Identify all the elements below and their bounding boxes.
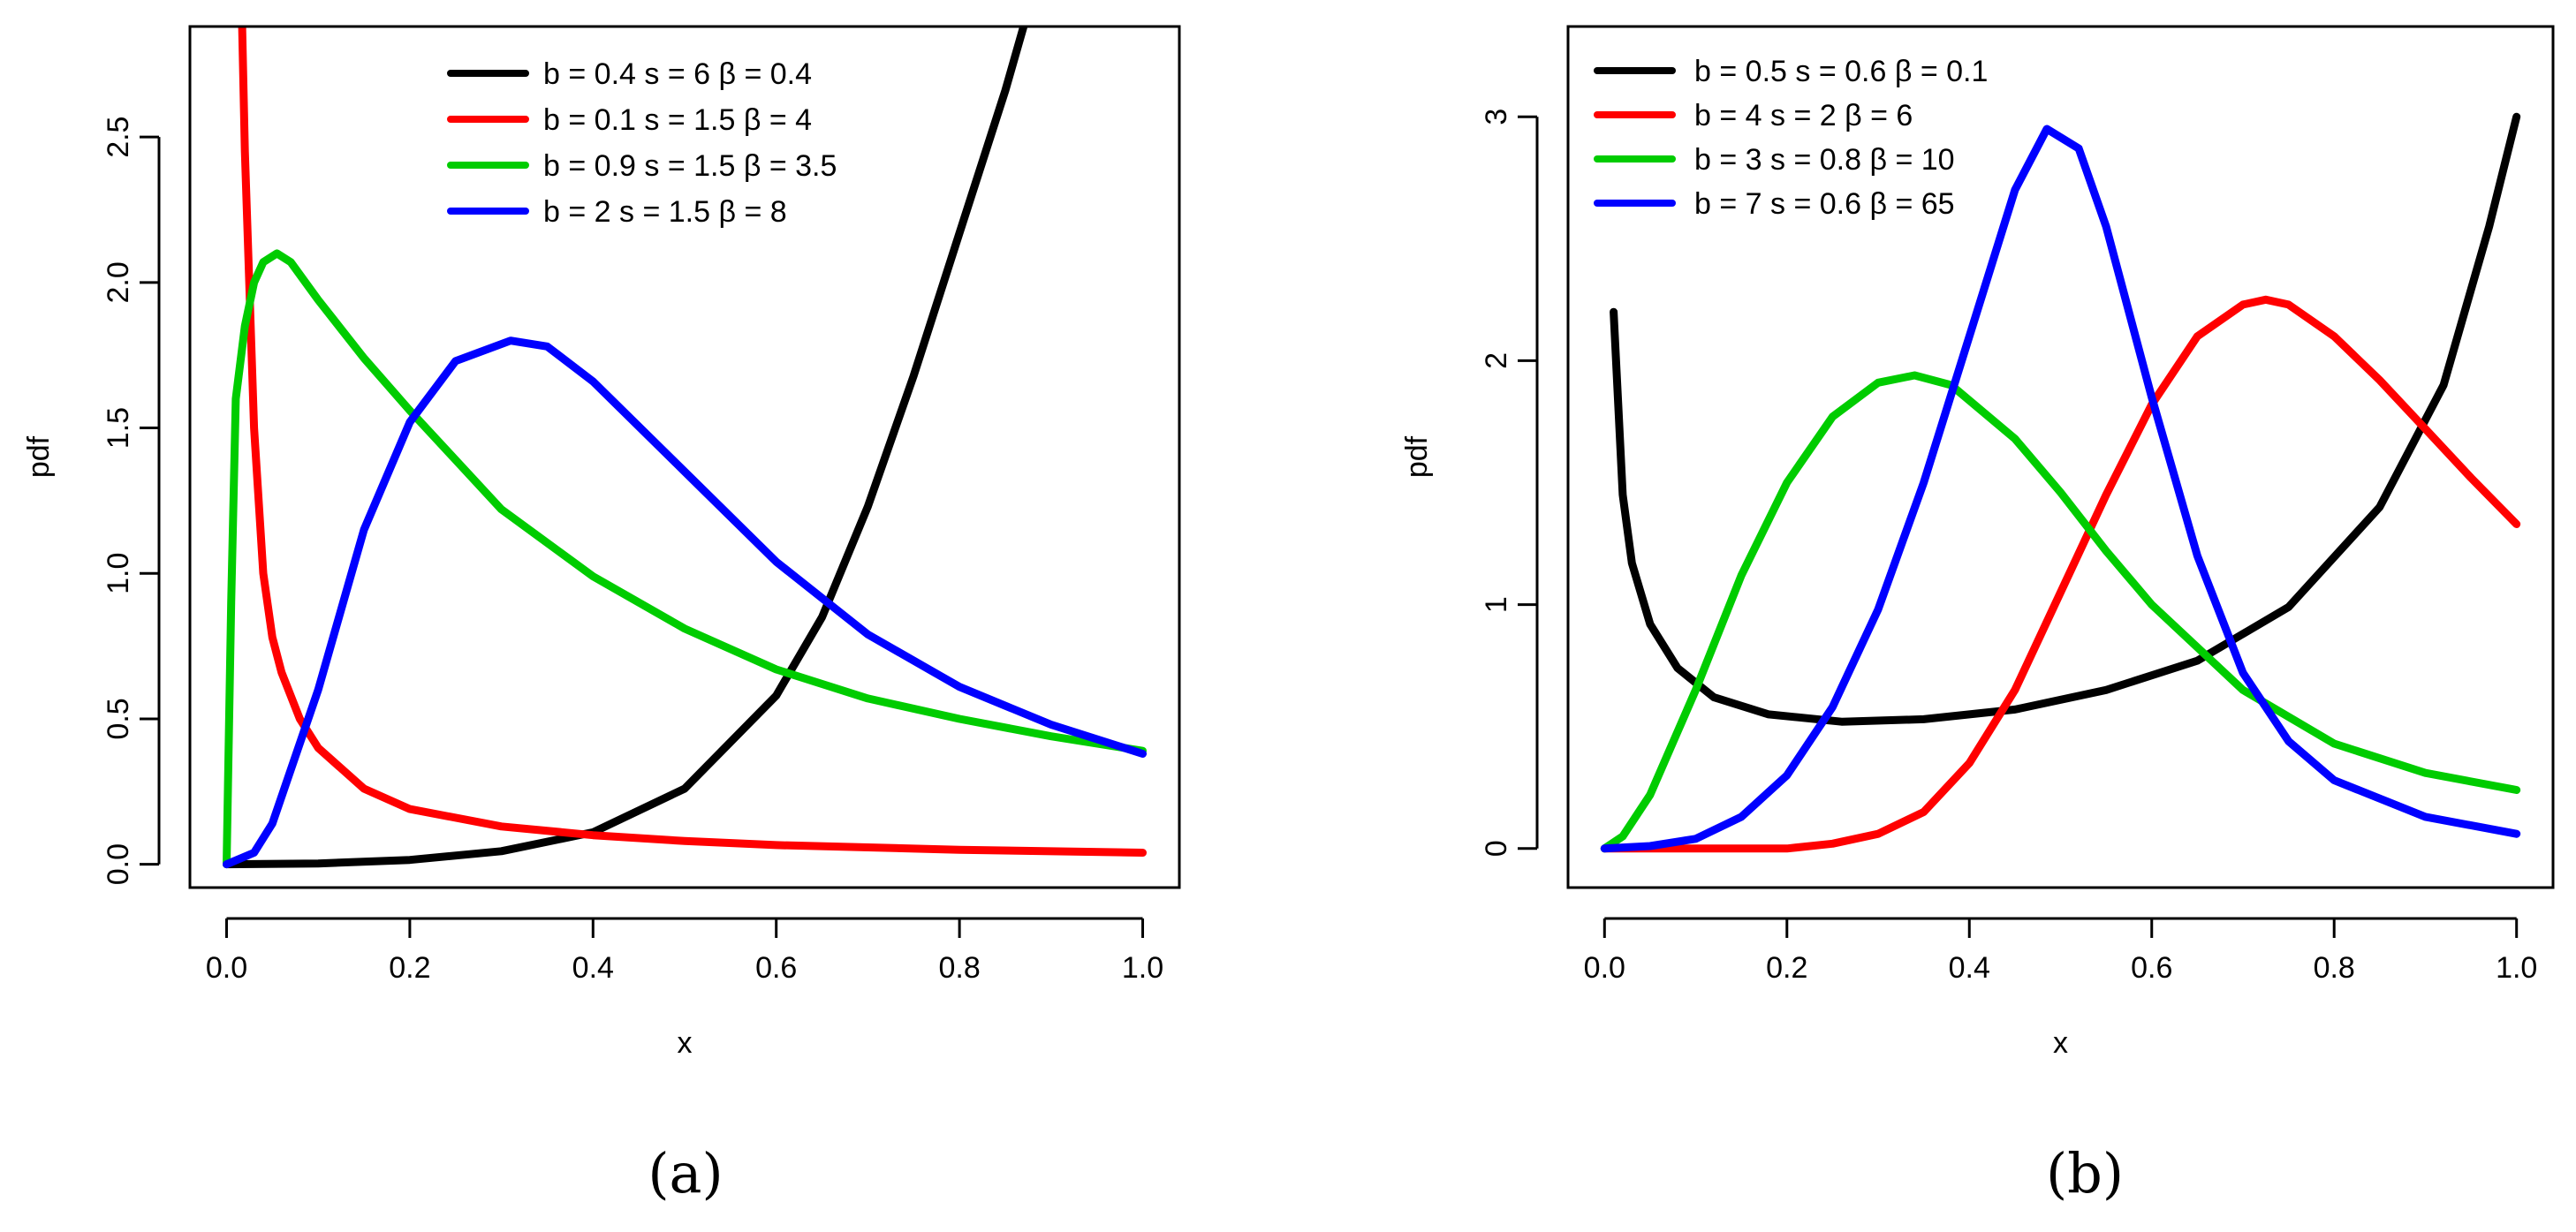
legend-label-a-1: b = 0.4 s = 6 β = 0.4 <box>543 57 812 91</box>
x-tick-label-a: 0.4 <box>572 951 614 985</box>
x-tick-label-a: 0.6 <box>755 951 797 985</box>
x-tick-label-b: 0.0 <box>1584 951 1625 985</box>
x-tick-label-a: 1.0 <box>1122 951 1163 985</box>
x-tick-label-b: 0.4 <box>1949 951 1990 985</box>
legend-label-b-2: b = 4 s = 2 β = 6 <box>1694 99 1913 132</box>
y-axis-title-a: pdf <box>22 435 56 478</box>
y-tick-label-b: 1 <box>1480 596 1513 613</box>
x-tick-label-a: 0.0 <box>206 951 247 985</box>
legend-b: b = 0.5 s = 0.6 β = 0.1 b = 4 s = 2 β = 6… <box>1594 55 1988 221</box>
x-tick-label-b: 0.6 <box>2131 951 2172 985</box>
y-tick-label-a: 0.5 <box>102 698 135 739</box>
series-line-a-4 <box>223 336 1147 869</box>
panel-label-b: (b) <box>2046 1141 2124 1206</box>
series-line-a-3 <box>223 249 1147 869</box>
y-axis-title-b: pdf <box>1400 435 1434 478</box>
y-tick-label-a: 2.0 <box>102 261 135 303</box>
x-axis-title-a: x <box>678 1026 693 1060</box>
series-line-b-1 <box>1610 112 2521 726</box>
y-tick-label-b: 3 <box>1480 109 1513 125</box>
y-tick-label-a: 1.0 <box>102 553 135 594</box>
plot-frame-a <box>188 25 1181 889</box>
x-tick-label-a: 0.2 <box>389 951 430 985</box>
legend-label-a-4: b = 2 s = 1.5 β = 8 <box>543 195 787 229</box>
x-tick-label-b: 1.0 <box>2496 951 2537 985</box>
legend-label-a-2: b = 0.1 s = 1.5 β = 4 <box>543 103 812 137</box>
panel-label-a: (a) <box>648 1141 723 1206</box>
x-tick-label-a: 0.8 <box>938 951 980 985</box>
y-tick-label-a: 2.5 <box>102 117 135 158</box>
legend-label-b-3: b = 3 s = 0.8 β = 10 <box>1694 143 1955 177</box>
legend-label-b-1: b = 0.5 s = 0.6 β = 0.1 <box>1694 55 1988 88</box>
series-line-b-3 <box>1600 371 2521 853</box>
chart-panel-b: 0.0 0.2 0.4 0.6 0.8 1.0 0 1 2 3 x pdf b = 0.5 s = 0.… <box>1400 25 2555 1060</box>
x-tick-label-b: 0.2 <box>1766 951 1807 985</box>
legend-label-b-4: b = 7 s = 0.6 β = 65 <box>1694 187 1955 221</box>
series-line-a-1 <box>223 26 1028 869</box>
y-tick-label-b: 0 <box>1480 840 1513 857</box>
y-tick-label-b: 2 <box>1480 352 1513 369</box>
series-line-a-2 <box>238 26 1147 857</box>
x-tick-label-b: 0.8 <box>2314 951 2355 985</box>
x-axis-title-b: x <box>2053 1026 2068 1060</box>
legend-a: b = 0.4 s = 6 β = 0.4 b = 0.1 s = 1.5 β =… <box>447 57 837 229</box>
y-tick-label-a: 1.5 <box>102 407 135 449</box>
y-tick-label-a: 0.0 <box>102 843 135 885</box>
series-line-b-4 <box>1600 125 2521 853</box>
legend-label-a-3: b = 0.9 s = 1.5 β = 3.5 <box>543 149 837 183</box>
chart-panel-a: 0.0 0.2 0.4 0.6 0.8 1.0 0.0 0.5 1.0 1.5 2.0 2.5 x pdf… <box>22 25 1181 1060</box>
plot-frame-b <box>1566 25 2555 889</box>
